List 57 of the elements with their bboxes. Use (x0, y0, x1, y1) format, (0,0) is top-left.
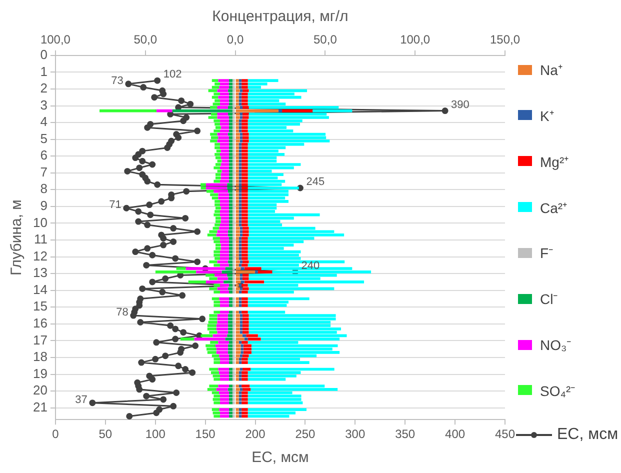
y-tick-label: 16 (32, 316, 48, 331)
x-tick-label: 250 (295, 427, 316, 442)
legend-label: Mg²⁺ (540, 152, 570, 171)
y-tick-label: 2 (40, 80, 48, 96)
x-axis-title: EC, мсм (252, 449, 309, 466)
x-tick-label: 350 (395, 427, 416, 442)
x-tick-label: 100 (145, 427, 166, 442)
y-tick-label: 21 (32, 399, 48, 414)
x-tick-label: 50 (98, 427, 112, 442)
y-tick-label: 14 (32, 282, 48, 297)
legend-label: Cl⁻ (540, 290, 558, 308)
y-tick-label: 0 (40, 46, 48, 62)
x-tick-label: 300 (345, 427, 366, 442)
legend-label: K⁺ (540, 106, 554, 125)
legend-label: NO₃⁻ (540, 336, 572, 354)
y-tick-label: 19 (32, 366, 48, 381)
x-tick-label: 150 (195, 427, 216, 442)
y-tick-label: 8 (40, 181, 48, 196)
y-tick-label: 12 (32, 248, 48, 264)
data-label: 390 (451, 98, 470, 111)
y-tick-label: 13 (32, 265, 48, 280)
data-label: 245 (306, 176, 325, 188)
y-tick-label: 11 (34, 232, 48, 247)
y-tick-label: 5 (40, 130, 48, 146)
data-label: 78 (116, 306, 128, 319)
legend-label: Ca²⁺ (540, 198, 568, 217)
x2-tick-label: 100,0 (40, 32, 71, 47)
data-label: 102 (163, 68, 182, 81)
y-tick-label: 6 (40, 148, 48, 163)
x2-tick-label: 150,0 (490, 32, 520, 47)
y-tick-label: 17 (32, 332, 48, 348)
x-tick-label: 450 (494, 427, 516, 442)
x-tick-label: 200 (245, 427, 266, 442)
y-tick-label: 3 (40, 97, 48, 112)
x-tick-label: 0 (52, 427, 60, 442)
x2-tick-label: 50,0 (314, 32, 338, 47)
y-tick-label: 9 (40, 198, 48, 214)
legend-label: EC, мсм (557, 426, 618, 444)
y-axis-title: Глубина, м (8, 200, 26, 276)
data-label: 37 (75, 394, 88, 406)
data-label: 71 (109, 199, 122, 212)
legend-label: SO₄²⁻ (540, 382, 576, 400)
y-tick-label: 10 (32, 214, 48, 230)
y-tick-label: 15 (32, 298, 48, 314)
x-tick-label: 400 (445, 427, 466, 442)
x2-tick-label: 0,0 (226, 32, 244, 47)
x2-axis-title: Концентрация, мг/л (212, 8, 348, 26)
y-tick-label: 7 (40, 164, 48, 180)
x2-tick-label: 100,0 (400, 32, 430, 47)
legend-label: Na⁺ (540, 61, 563, 79)
x2-tick-label: 50,0 (134, 32, 158, 47)
data-label: 73 (111, 74, 124, 87)
y-tick-label: 1 (40, 64, 48, 79)
y-tick-label: 20 (32, 382, 48, 398)
legend-label: F⁻ (540, 244, 554, 262)
y-tick-label: 18 (32, 349, 48, 364)
y-tick-label: 4 (40, 114, 48, 130)
